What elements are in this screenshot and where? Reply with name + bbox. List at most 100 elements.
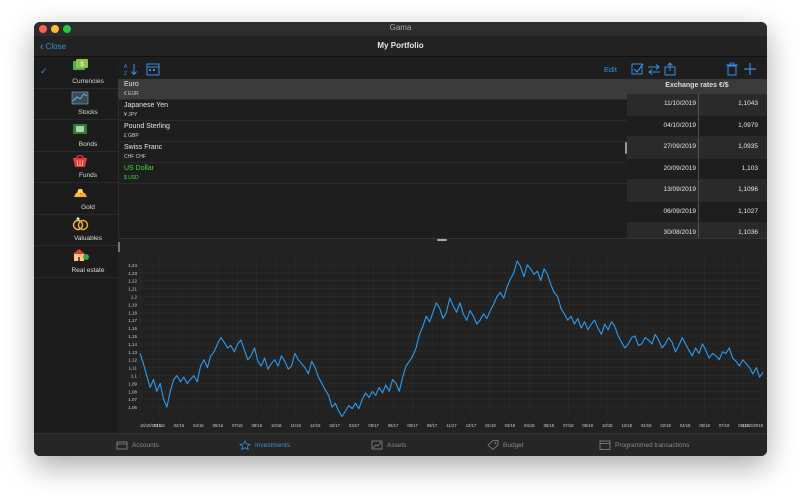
close-button[interactable]: ‹ Close bbox=[40, 40, 67, 53]
rates-header: Exchange rates €/$ bbox=[627, 79, 767, 94]
sort-icon[interactable]: AZ bbox=[124, 62, 138, 76]
y-tick-label: 1,12 bbox=[128, 358, 137, 363]
add-icon[interactable] bbox=[743, 62, 757, 76]
tab-bar: Accounts Investments Assets Budget Progr… bbox=[34, 433, 767, 456]
tab-programmed-transactions[interactable]: Programmed transactions bbox=[597, 434, 707, 456]
split-handle-left[interactable] bbox=[118, 242, 120, 252]
window-zoom-button[interactable] bbox=[63, 25, 71, 33]
calendar-icon[interactable] bbox=[146, 62, 160, 76]
x-tick-label: 11/17 bbox=[446, 423, 457, 428]
y-tick-label: 1,1 bbox=[131, 374, 138, 379]
checkmark-icon: ✓ bbox=[40, 66, 48, 76]
list-item[interactable]: Japanese Yen ¥ JPY bbox=[118, 100, 627, 121]
sidebar-item-label: Valuables bbox=[73, 235, 103, 242]
currency-code: $ USD bbox=[124, 175, 139, 181]
currency-code: € EUR bbox=[124, 91, 139, 97]
rates-header-label: Exchange rates €/$ bbox=[665, 82, 729, 89]
nav-bar: ‹ Close My Portfolio bbox=[34, 36, 767, 57]
table-row[interactable]: 06/09/2019 1,1027 bbox=[627, 201, 767, 223]
tab-budget[interactable]: Budget bbox=[485, 434, 545, 456]
x-tick-label: 08/16 bbox=[252, 423, 263, 428]
sidebar-item-label: Real estate bbox=[71, 266, 105, 274]
table-row[interactable]: 11/10/2019 1,1043 bbox=[627, 94, 767, 116]
rate-date: 04/10/2019 bbox=[663, 121, 696, 129]
x-tick-label: 07/16 bbox=[232, 423, 243, 428]
x-tick-label: 12/16 bbox=[310, 423, 321, 428]
list-item[interactable]: Swiss Franc CHF CHF bbox=[118, 142, 627, 163]
programmed-transactions-icon bbox=[599, 440, 611, 450]
sidebar-item-valuables[interactable]: Valuables bbox=[34, 215, 118, 246]
sidebar-item-gold[interactable]: Gold bbox=[34, 183, 118, 215]
rate-date: 11/10/2019 bbox=[663, 100, 696, 107]
tab-investments[interactable]: Investments bbox=[237, 434, 317, 456]
x-tick-label: 05/17 bbox=[368, 423, 379, 428]
sidebar-item-stocks[interactable]: Stocks bbox=[34, 89, 118, 120]
list-item[interactable]: US Dollar $ USD bbox=[118, 163, 627, 184]
currency-name: US Dollar bbox=[124, 165, 154, 172]
tab-assets[interactable]: Assets bbox=[369, 434, 429, 456]
rate-date: 27/09/2019 bbox=[663, 143, 696, 150]
table-row[interactable]: 13/09/2019 1,1096 bbox=[627, 180, 767, 202]
rate-value: 1,0935 bbox=[738, 143, 758, 150]
rates-table: 11/10/2019 1,1043 04/10/2019 1,0979 27/09/… bbox=[627, 94, 767, 245]
tab-accounts[interactable]: Accounts bbox=[114, 434, 194, 456]
x-tick-label: 07/18 bbox=[563, 423, 574, 428]
stocks-icon bbox=[71, 91, 89, 104]
table-row[interactable]: 04/10/2019 1,0979 bbox=[627, 115, 767, 137]
table-row[interactable]: 27/09/2019 1,0935 bbox=[627, 137, 767, 159]
x-tick-label: 06/18 bbox=[544, 423, 555, 428]
sidebar-item-label: Stocks bbox=[78, 109, 98, 116]
title-bar: Gama bbox=[34, 22, 767, 37]
x-tick-label: 03/18 bbox=[505, 423, 516, 428]
sidebar-item-label: Gold bbox=[81, 203, 95, 211]
sidebar-item-currencies[interactable]: ✓ $ Currencies bbox=[34, 57, 118, 89]
currency-name: Pound Sterling bbox=[124, 123, 170, 130]
y-tick-label: 1,11 bbox=[129, 366, 138, 371]
svg-text:Z: Z bbox=[124, 71, 127, 76]
list-item[interactable]: Euro € EUR bbox=[118, 79, 627, 100]
window-close-button[interactable] bbox=[39, 25, 47, 33]
sidebar-item-funds[interactable]: Funds bbox=[34, 152, 118, 183]
currencies-icon: $ bbox=[73, 59, 88, 70]
share-icon[interactable] bbox=[663, 62, 677, 76]
exchange-rate-chart: 1,24 1,23 1,22 1,21 1,2 1,19 1,18 1,17 1,16 1,15 1… bbox=[128, 257, 764, 428]
edit-button[interactable]: Edit bbox=[604, 65, 617, 74]
currency-code: ¥ JPY bbox=[124, 112, 138, 118]
trash-icon[interactable] bbox=[725, 62, 739, 76]
sidebar-item-bonds[interactable]: Bonds bbox=[34, 120, 118, 152]
split-handle[interactable] bbox=[437, 239, 447, 241]
x-tick-label: 12/18 bbox=[621, 423, 632, 428]
sidebar-item-label: Currencies bbox=[72, 77, 104, 85]
valuables-icon bbox=[72, 216, 89, 230]
rate-value: 1,1043 bbox=[738, 100, 758, 107]
y-tick-label: 1,22 bbox=[128, 279, 137, 284]
x-tick-label: 04/19 bbox=[680, 423, 691, 428]
currency-list: Euro € EUR Japanese Yen ¥ JPY Pound Ster… bbox=[118, 79, 627, 239]
rates-toolbar bbox=[627, 57, 767, 79]
currency-code: CHF CHF bbox=[124, 154, 146, 160]
y-tick-label: 1,17 bbox=[128, 318, 137, 323]
close-label: Close bbox=[45, 42, 67, 51]
window-minimize-button[interactable] bbox=[51, 25, 59, 33]
y-tick-label: 1,24 bbox=[128, 263, 137, 268]
select-icon[interactable] bbox=[631, 62, 645, 76]
x-tick-label: 10/18 bbox=[602, 423, 613, 428]
currency-name: Swiss Franc bbox=[124, 144, 163, 151]
x-tick-label: 05/19 bbox=[699, 423, 710, 428]
sidebar-item-real-estate[interactable]: Real estate bbox=[34, 246, 118, 278]
gold-icon bbox=[74, 189, 87, 197]
x-tick-label: 09/17 bbox=[427, 423, 438, 428]
rate-value: 1,1027 bbox=[738, 207, 758, 215]
real-estate-icon bbox=[73, 249, 89, 261]
list-scrollbar[interactable] bbox=[625, 142, 628, 154]
table-row[interactable]: 20/09/2019 1,103 bbox=[627, 158, 767, 180]
y-tick-label: 1,23 bbox=[128, 271, 137, 276]
transfer-icon[interactable] bbox=[647, 62, 661, 76]
x-tick-label: 03/17 bbox=[349, 423, 360, 428]
y-tick-label: 1,16 bbox=[128, 326, 137, 331]
y-tick-label: 1,08 bbox=[128, 389, 137, 394]
list-item[interactable]: Pound Sterling £ GBP bbox=[118, 121, 627, 142]
window-title: Gama bbox=[389, 23, 412, 32]
chart-panel: 1,24 1,23 1,22 1,21 1,2 1,19 1,18 1,17 1,16 1,15 1… bbox=[118, 238, 767, 434]
